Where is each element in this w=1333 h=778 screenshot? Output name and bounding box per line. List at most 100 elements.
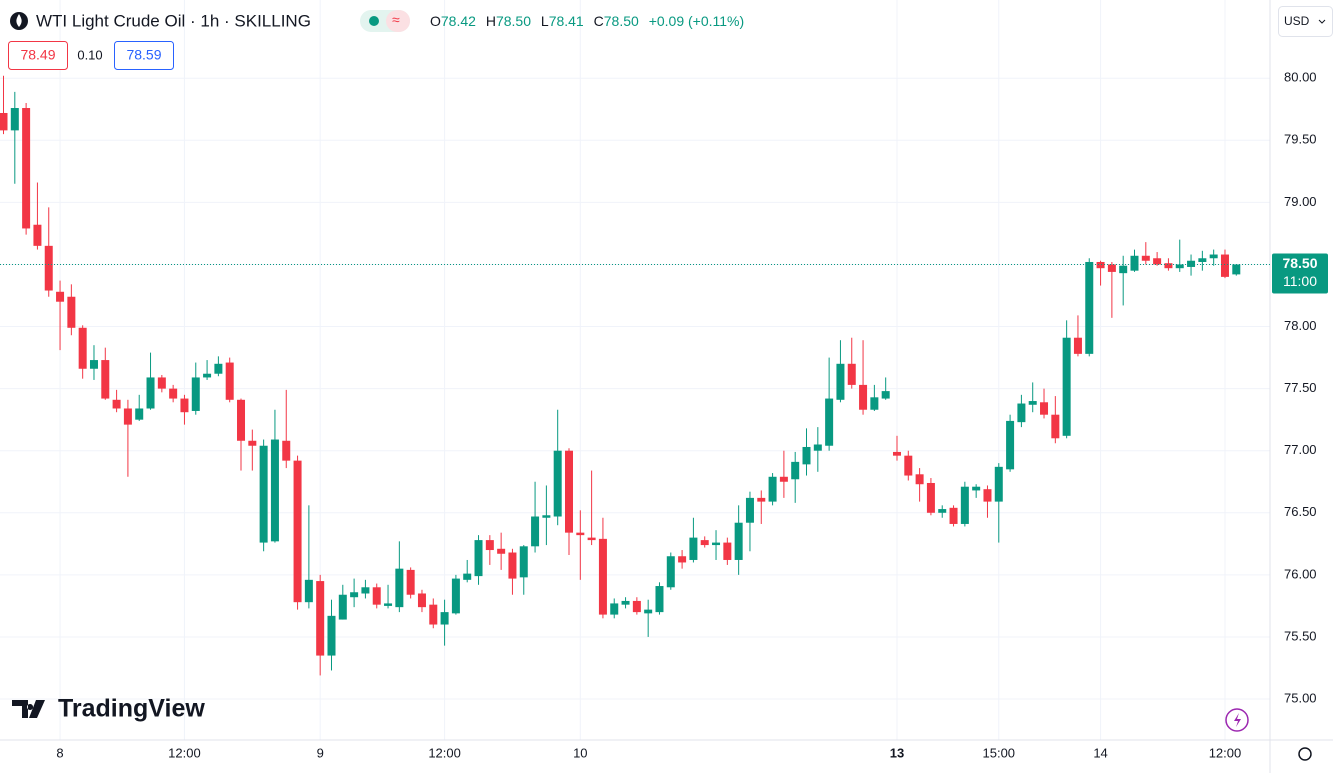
candle-body bbox=[157, 377, 166, 389]
candle-body bbox=[395, 568, 404, 608]
bid-box[interactable] bbox=[8, 41, 68, 70]
y-tick-label: 76.00 bbox=[1284, 566, 1317, 581]
candle-body bbox=[56, 291, 65, 302]
candle-body bbox=[304, 579, 313, 603]
y-tick-label: 77.50 bbox=[1284, 380, 1317, 395]
y-tick-label: 80.00 bbox=[1284, 70, 1317, 85]
candle-body bbox=[949, 507, 958, 524]
candle-body bbox=[89, 360, 98, 369]
delay-icon: ≈ bbox=[392, 12, 400, 28]
candle-body bbox=[1119, 265, 1128, 274]
candle-body bbox=[689, 537, 698, 560]
candle-body bbox=[700, 540, 709, 546]
candle-body bbox=[327, 615, 336, 656]
candle-body bbox=[1062, 337, 1071, 436]
brand-name: TradingView bbox=[58, 695, 205, 723]
drop-icon bbox=[16, 14, 22, 27]
candle-body bbox=[440, 612, 449, 625]
candle-body bbox=[1040, 402, 1049, 415]
candle-body bbox=[1017, 403, 1026, 423]
candle-body bbox=[1198, 258, 1207, 262]
candle-body bbox=[553, 450, 562, 517]
candle-body bbox=[112, 399, 121, 409]
candle-body bbox=[610, 603, 619, 615]
candle-body bbox=[1209, 254, 1218, 259]
candle-body bbox=[123, 408, 132, 425]
candle-body bbox=[825, 398, 834, 446]
y-tick-label: 77.00 bbox=[1284, 442, 1317, 457]
candle-body bbox=[1107, 264, 1116, 272]
candle-body bbox=[350, 592, 359, 598]
candle-body bbox=[270, 439, 279, 542]
candle-body bbox=[101, 360, 110, 399]
candle-body bbox=[214, 363, 223, 374]
candle-body bbox=[836, 363, 845, 400]
x-tick-label: 12:00 bbox=[168, 745, 201, 760]
candle-body bbox=[180, 398, 189, 413]
candle-body bbox=[757, 497, 766, 502]
candle-body bbox=[1232, 264, 1241, 275]
candle-body bbox=[10, 108, 19, 131]
candle-body bbox=[1141, 255, 1150, 261]
candle-body bbox=[666, 556, 675, 588]
candle-body bbox=[632, 600, 641, 613]
candle-body bbox=[1096, 261, 1105, 269]
candle-body bbox=[429, 604, 438, 625]
ask: 78.59 bbox=[126, 47, 161, 63]
candle-body bbox=[293, 460, 302, 603]
candle-body bbox=[417, 593, 426, 608]
candle-body bbox=[723, 542, 732, 560]
candle-body bbox=[1073, 337, 1082, 354]
candle-body bbox=[734, 522, 743, 560]
y-tick-label: 75.00 bbox=[1284, 690, 1317, 705]
candle-body bbox=[926, 482, 935, 513]
candle-body bbox=[1220, 254, 1229, 277]
candle-body bbox=[712, 542, 721, 546]
y-tick-label: 76.50 bbox=[1284, 504, 1317, 519]
candle-body bbox=[497, 548, 506, 554]
x-tick-label: 12:00 bbox=[1209, 745, 1242, 760]
candle-body bbox=[237, 399, 246, 441]
x-tick-label: 13 bbox=[890, 745, 904, 760]
x-tick-label: 15:00 bbox=[983, 745, 1016, 760]
candle-body bbox=[463, 573, 472, 580]
y-tick-label: 79.00 bbox=[1284, 194, 1317, 209]
candle-body bbox=[904, 455, 913, 476]
candle-body bbox=[372, 587, 381, 605]
lightning-icon bbox=[1234, 713, 1241, 727]
ask-box[interactable] bbox=[114, 41, 174, 70]
candle-body bbox=[1028, 401, 1037, 405]
x-tick-label: 14 bbox=[1093, 745, 1107, 760]
candle-body bbox=[994, 466, 1003, 502]
candle-body bbox=[316, 581, 325, 656]
candle-body bbox=[983, 489, 992, 502]
x-tick-label: 8 bbox=[56, 745, 63, 760]
candle-body bbox=[802, 446, 811, 465]
candle-body bbox=[678, 556, 687, 563]
candle-body bbox=[1051, 414, 1060, 439]
x-tick-label: 10 bbox=[573, 745, 587, 760]
candle-body bbox=[576, 532, 585, 536]
status-pill-b bbox=[386, 10, 410, 32]
candle-body bbox=[892, 451, 901, 456]
candle-body bbox=[1006, 420, 1015, 470]
candle-body bbox=[474, 540, 483, 577]
candle-body bbox=[1153, 258, 1162, 265]
candle-body bbox=[655, 586, 664, 613]
candle-body bbox=[22, 108, 31, 229]
candle-body bbox=[644, 609, 653, 614]
x-tick-label: 9 bbox=[317, 745, 324, 760]
candle-body bbox=[225, 362, 234, 400]
candle-body bbox=[485, 540, 494, 551]
candle-body bbox=[745, 497, 754, 523]
candle-body bbox=[135, 408, 144, 420]
candle-body bbox=[791, 461, 800, 480]
candle-body bbox=[203, 373, 212, 378]
settings-button[interactable] bbox=[1298, 747, 1312, 761]
candle-body bbox=[960, 486, 969, 524]
candle-body bbox=[531, 516, 540, 547]
candle-body bbox=[78, 327, 87, 369]
candle-body bbox=[338, 594, 347, 620]
candle-body bbox=[847, 363, 856, 385]
chevron bbox=[1318, 19, 1326, 24]
